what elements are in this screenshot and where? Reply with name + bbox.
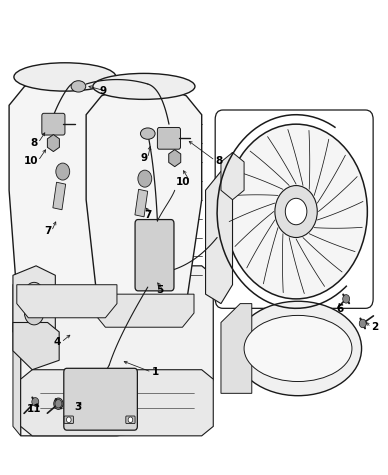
Circle shape xyxy=(359,319,366,328)
Ellipse shape xyxy=(140,128,155,139)
FancyBboxPatch shape xyxy=(158,127,180,149)
Text: 10: 10 xyxy=(24,156,38,166)
Polygon shape xyxy=(86,86,202,304)
Text: 3: 3 xyxy=(75,402,82,412)
Circle shape xyxy=(24,282,44,306)
Text: 8: 8 xyxy=(215,155,222,165)
Text: 6: 6 xyxy=(337,304,344,314)
FancyBboxPatch shape xyxy=(64,416,73,424)
Polygon shape xyxy=(9,77,125,294)
Polygon shape xyxy=(94,294,194,327)
Circle shape xyxy=(128,417,133,423)
FancyBboxPatch shape xyxy=(126,416,135,424)
FancyBboxPatch shape xyxy=(135,219,174,291)
Polygon shape xyxy=(53,182,66,210)
Polygon shape xyxy=(221,152,244,200)
Text: 1: 1 xyxy=(152,367,159,377)
Polygon shape xyxy=(21,370,213,436)
Circle shape xyxy=(56,163,70,180)
Text: 11: 11 xyxy=(27,404,42,414)
Polygon shape xyxy=(17,285,117,318)
Ellipse shape xyxy=(234,301,362,396)
Text: 7: 7 xyxy=(144,210,152,220)
Polygon shape xyxy=(13,323,59,370)
Text: 8: 8 xyxy=(31,138,38,148)
Circle shape xyxy=(66,417,71,423)
Text: 5: 5 xyxy=(156,285,163,295)
Ellipse shape xyxy=(71,81,86,92)
Circle shape xyxy=(32,398,39,406)
Polygon shape xyxy=(206,152,232,304)
Text: 10: 10 xyxy=(176,177,190,187)
FancyBboxPatch shape xyxy=(64,368,137,430)
Ellipse shape xyxy=(14,63,116,91)
Text: 2: 2 xyxy=(371,322,378,332)
Text: 9: 9 xyxy=(140,153,148,163)
Circle shape xyxy=(275,186,317,238)
Circle shape xyxy=(24,301,44,325)
Text: 4: 4 xyxy=(54,337,61,347)
Text: 9: 9 xyxy=(99,86,106,96)
Circle shape xyxy=(343,294,350,303)
Polygon shape xyxy=(135,190,148,217)
Polygon shape xyxy=(21,247,213,436)
Ellipse shape xyxy=(93,74,195,99)
Polygon shape xyxy=(221,304,252,393)
FancyBboxPatch shape xyxy=(42,114,65,135)
Ellipse shape xyxy=(244,315,352,381)
Polygon shape xyxy=(47,134,59,152)
Circle shape xyxy=(285,198,307,225)
Polygon shape xyxy=(169,150,181,167)
Circle shape xyxy=(55,399,62,408)
Circle shape xyxy=(225,124,367,299)
Circle shape xyxy=(138,170,152,187)
Text: 7: 7 xyxy=(44,227,52,237)
Polygon shape xyxy=(13,276,21,436)
Circle shape xyxy=(54,398,63,409)
Polygon shape xyxy=(13,266,55,342)
